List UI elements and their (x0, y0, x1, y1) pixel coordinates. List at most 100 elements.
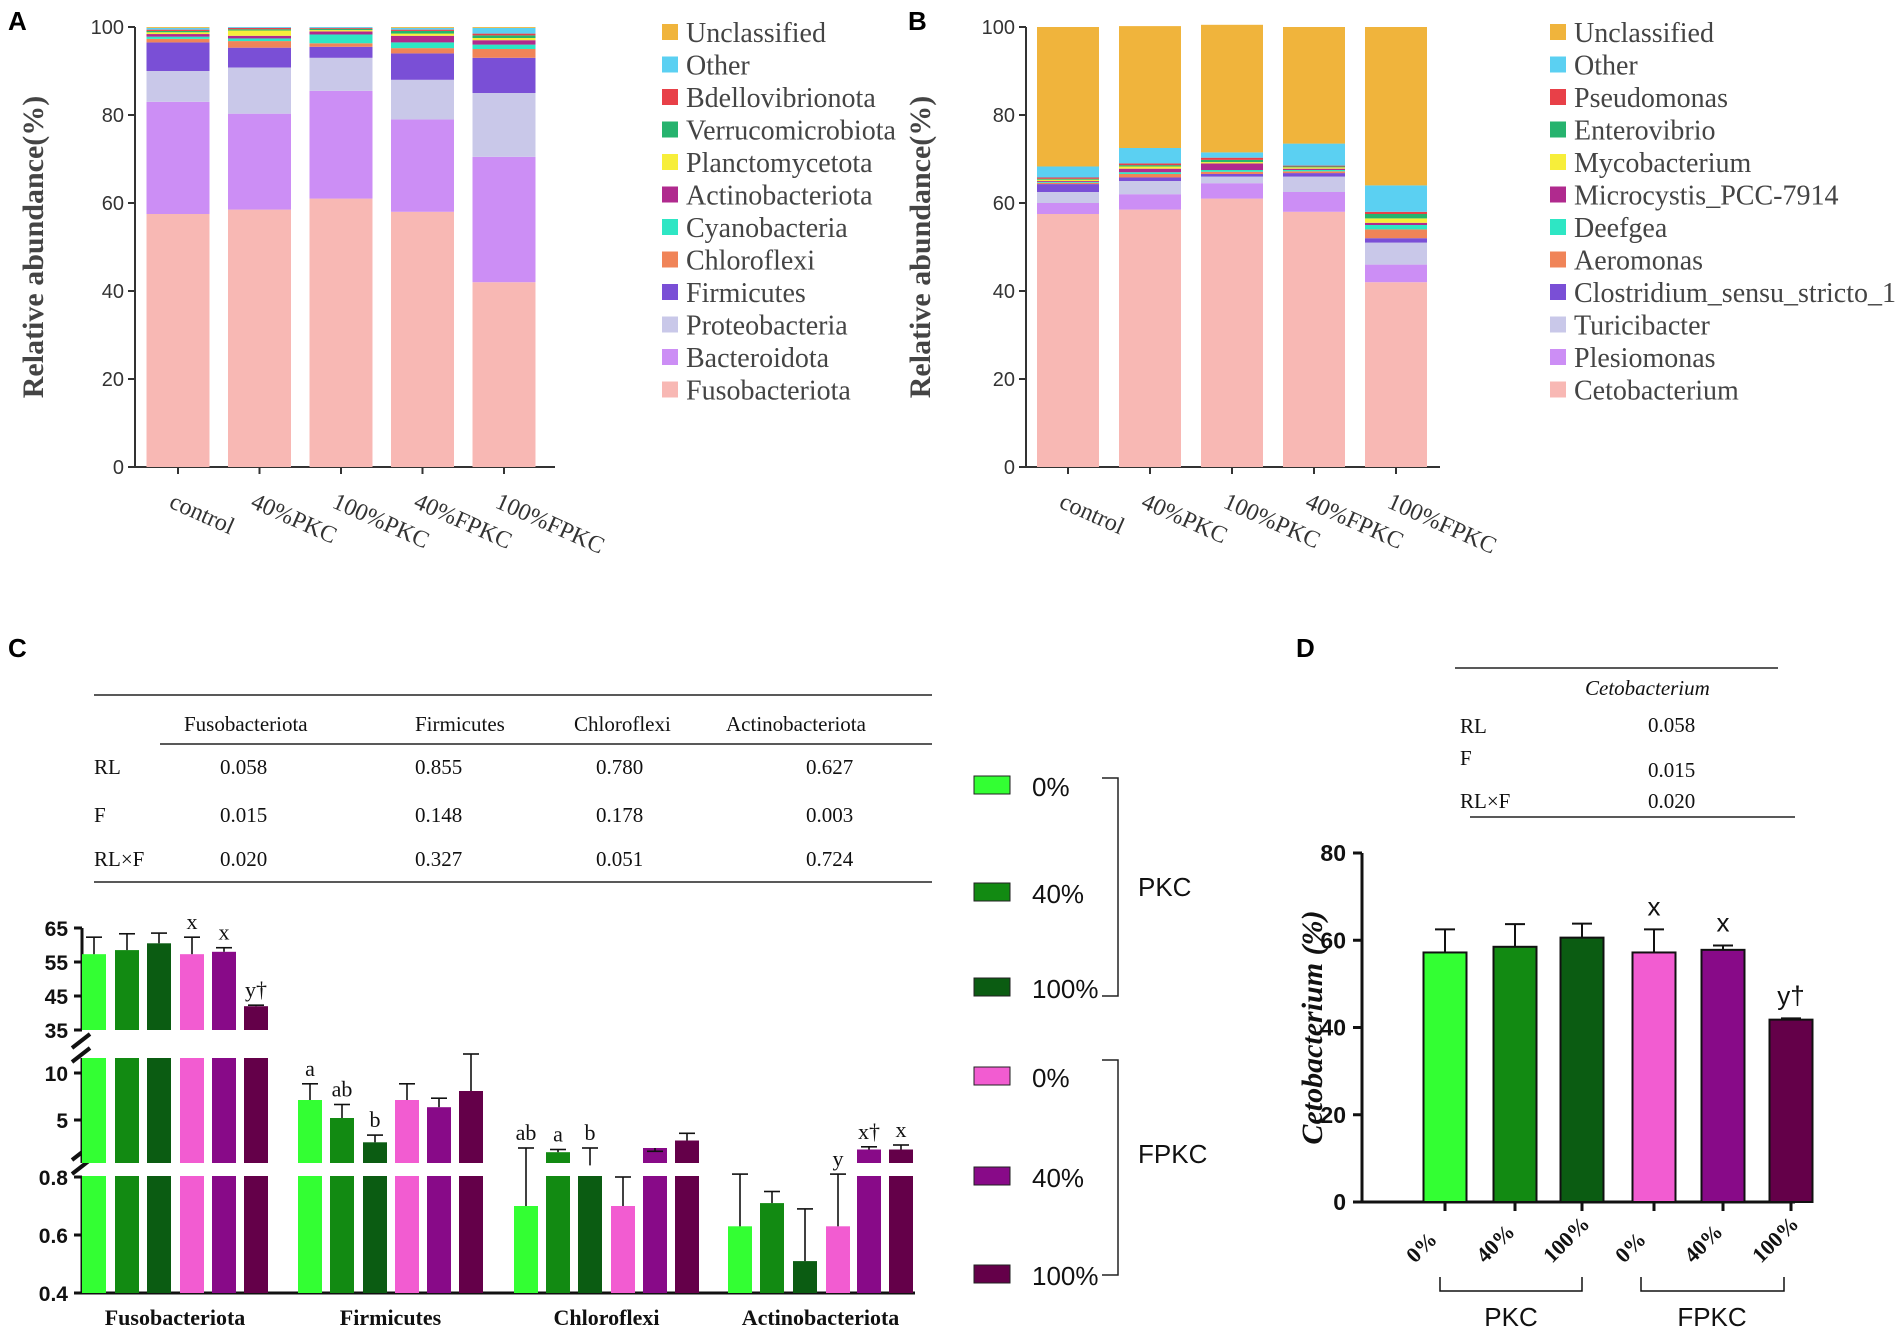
bar-segment-unclassified (472, 27, 536, 28)
y-tick-label: 65 (45, 918, 69, 941)
significance-letter: x (896, 1117, 907, 1142)
bar-100 (1768, 1018, 1814, 1204)
legend-swatch-other (662, 56, 678, 73)
legend-label-other: Other (1574, 51, 1638, 82)
bar-segment-enterovibrio (1365, 214, 1427, 219)
legend-swatch-deefgea (1550, 219, 1566, 235)
bar-segment-enterovibrio (1201, 159, 1263, 163)
bar-segment-chloroflexi (309, 43, 373, 47)
bar-segment-other (1119, 148, 1181, 164)
x-tick-label: 0% (1610, 1227, 1651, 1268)
bar-segment-verrucomicrobiota (309, 28, 373, 31)
bar-40 (1492, 945, 1538, 1204)
legend-swatch-aeromonas (1550, 251, 1566, 268)
bar-segment-other (1283, 143, 1345, 166)
bar-segment-unclassified (391, 27, 454, 28)
bar-segment-bacteroidota (309, 90, 373, 199)
bar-segment-mycobacterium (1201, 162, 1263, 164)
panel-letter-b: B (908, 6, 927, 36)
bar-segment-firmicutes (146, 42, 210, 71)
bar-segment-other (309, 27, 373, 28)
bar-segment-proteobacteria (146, 71, 210, 102)
bar-segment-enterovibrio (1119, 165, 1181, 167)
bar-segment-firmicutes (472, 57, 536, 93)
bar-segment-unclassified (1037, 27, 1099, 167)
table-cell: 0.148 (415, 803, 462, 827)
bar-segment-cetobacterium (1365, 282, 1427, 467)
bar-segment-fusobacteriota (472, 282, 536, 467)
panel-letter-d: D (1296, 633, 1315, 663)
group-bracket-pkc (1439, 1277, 1583, 1292)
significance-letter: b (370, 1107, 381, 1132)
table-row-label: F (94, 803, 106, 827)
legend-swatch-microcystis-pcc-7914 (1550, 186, 1566, 203)
bar-segment-actinobacteriota (228, 35, 291, 39)
legend-label: 0% (1032, 772, 1070, 802)
legend-label-proteobacteria: Proteobacteria (686, 311, 848, 342)
legend-label-microcystis-pcc-7914: Microcystis_PCC-7914 (1574, 181, 1838, 212)
table-cell: 0.051 (596, 847, 643, 871)
legend-swatch-firmicutes (662, 284, 678, 300)
bar-segment-chloroflexi (146, 38, 210, 43)
legend-swatch-fusobacteriota (662, 381, 678, 398)
bar-segment-verrucomicrobiota (472, 35, 536, 38)
bar-segment-proteobacteria (228, 67, 291, 114)
bar-segment-cyanobacteria (309, 34, 373, 44)
bar-segment-actinobacteriota (391, 35, 454, 43)
group-label-pkc: PKC (1484, 1302, 1537, 1332)
bar-fpkc-40-firmicutes (427, 1176, 451, 1293)
legend-label-clostridium-sensu-stricto-1: Clostridium_sensu_stricto_1 (1574, 278, 1896, 309)
legend-swatch (973, 1264, 1011, 1284)
legend-label-cyanobacteria: Cyanobacteria (686, 213, 848, 244)
bar-segment-unclassified (1365, 27, 1427, 186)
bar-fpkc-0-fusobacteriota (180, 954, 204, 1030)
bar-pkc-100-fusobacteriota (147, 1058, 171, 1163)
bar-segment-microcystis-pcc-7914 (1201, 163, 1263, 170)
table-cell: 0.058 (220, 755, 267, 779)
significance-letter: x (1648, 891, 1661, 921)
table-column-header: Cetobacterium (1585, 676, 1710, 700)
legend-swatch-unclassified (662, 24, 678, 40)
table-cell: 0.855 (415, 755, 462, 779)
bar-pkc-100-firmicutes (363, 1142, 387, 1163)
bar-fpkc-100-firmicutes (459, 1176, 483, 1293)
bar-segment-bacteroidota (472, 156, 536, 283)
y-tick-label: 20 (102, 369, 124, 391)
bar-fpkc-40-actinobacteriota (857, 1176, 881, 1293)
bar-fpkc-100-actinobacteriota (889, 1149, 913, 1163)
bar-fpkc-0-fusobacteriota (180, 1176, 204, 1293)
bar-segment-planctomycetota (146, 32, 210, 35)
bar-segment-aeromonas (1283, 171, 1345, 174)
legend-bracket-pkc (1102, 777, 1119, 997)
legend-swatch-turicibacter (1550, 316, 1566, 333)
bar-segment-unclassified (1283, 27, 1345, 144)
significance-letter: ab (516, 1120, 537, 1145)
y-tick-label: 0 (1004, 457, 1015, 479)
significance-letter: ab (332, 1077, 353, 1102)
bar-fpkc-100-firmicutes (459, 1091, 483, 1163)
bar-segment-chloroflexi (228, 41, 291, 48)
bar-segment-cetobacterium (1201, 198, 1263, 467)
bar-fpkc-40-actinobacteriota (857, 1149, 881, 1163)
bar-segment-other (1037, 166, 1099, 178)
bar-segment-firmicutes (309, 46, 373, 58)
bar-segment-cyanobacteria (472, 44, 536, 49)
legend-label: 40% (1032, 879, 1084, 909)
table-row-label: RL (94, 755, 121, 779)
bar-fpkc-100-fusobacteriota (244, 1006, 268, 1030)
bar-segment-pseudomonas (1201, 157, 1263, 160)
bar-segment-verrucomicrobiota (228, 29, 291, 31)
bar-segment-aeromonas (1201, 171, 1263, 174)
y-tick-label: 5 (56, 1110, 68, 1133)
stacked-bar-chart-phylum: 0 20 40 60 80 100 Relative abundance(%) control… (17, 17, 896, 560)
legend-label-turicibacter: Turicibacter (1574, 311, 1710, 342)
stacked-bar-chart-genus: 0 20 40 60 80 100 Relative abundance(%) control… (904, 17, 1896, 560)
bar-segment-microcystis-pcc-7914 (1283, 168, 1345, 170)
bar-fpkc-40-chloroflexi (643, 1176, 667, 1293)
legend-label: 40% (1032, 1163, 1084, 1193)
bar-pkc-40-actinobacteriota (760, 1203, 784, 1293)
y-tick-label: 60 (993, 193, 1015, 215)
bar-pkc-40-firmicutes (330, 1118, 354, 1163)
bar-segment-other (228, 27, 291, 28)
bar-segment-actinobacteriota (472, 40, 536, 45)
